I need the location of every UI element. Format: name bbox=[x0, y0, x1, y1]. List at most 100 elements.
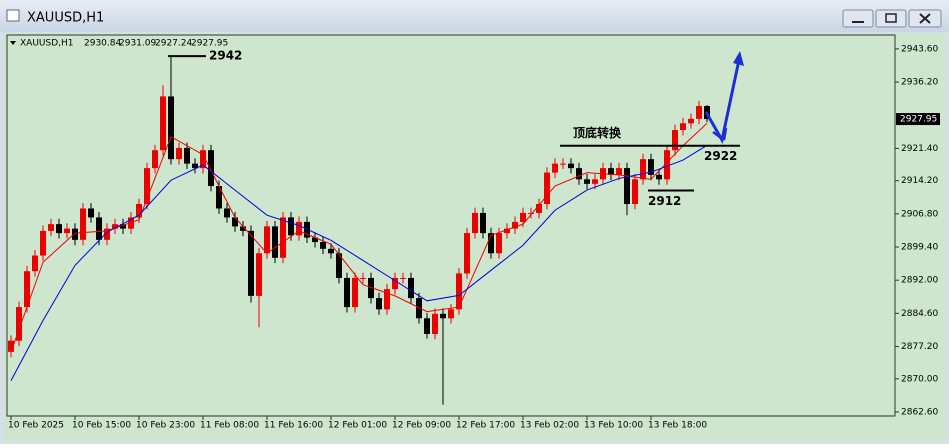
candle-body bbox=[648, 159, 654, 175]
minimize-button[interactable] bbox=[842, 9, 874, 28]
candle-body bbox=[456, 273, 462, 310]
y-tick-label: 2943.60 bbox=[901, 44, 938, 54]
candle-body bbox=[408, 277, 414, 299]
candle-body bbox=[448, 309, 454, 319]
candle-body bbox=[464, 233, 470, 274]
x-tick-label: 10 Feb 15:00 bbox=[72, 421, 131, 431]
candle-body bbox=[496, 233, 502, 254]
x-tick-label: 13 Feb 18:00 bbox=[648, 421, 707, 431]
candle-body bbox=[152, 150, 158, 169]
restore-icon bbox=[885, 13, 897, 23]
candle-body bbox=[8, 340, 14, 352]
y-tick-label: 2921.40 bbox=[901, 144, 938, 154]
candle-body bbox=[552, 163, 558, 173]
candle-body bbox=[424, 318, 430, 334]
candle-body bbox=[136, 203, 142, 218]
header-low: 2927.24 bbox=[155, 39, 192, 49]
candle-body bbox=[128, 217, 134, 229]
restore-button[interactable] bbox=[875, 9, 907, 28]
candle-body bbox=[368, 277, 374, 299]
candle-body bbox=[680, 123, 686, 131]
candle-body bbox=[504, 228, 510, 234]
window-icon bbox=[6, 9, 20, 22]
x-tick-label: 13 Feb 02:00 bbox=[520, 421, 579, 431]
candle-body bbox=[560, 163, 566, 165]
x-tick-label: 13 Feb 10:00 bbox=[584, 421, 643, 431]
candle-body bbox=[312, 237, 318, 243]
candle-body bbox=[160, 96, 166, 151]
candle-body bbox=[184, 147, 190, 164]
candle-body bbox=[472, 212, 478, 234]
candle-body bbox=[672, 130, 678, 151]
candle-body bbox=[400, 277, 406, 279]
candle-body bbox=[112, 224, 118, 229]
candle-body bbox=[536, 203, 542, 213]
header-close: 2927.95 bbox=[191, 39, 228, 49]
y-tick-label: 2906.80 bbox=[901, 209, 938, 219]
candle-body bbox=[440, 313, 446, 319]
price-tag bbox=[896, 113, 940, 126]
candle-body bbox=[88, 208, 94, 218]
candle-body bbox=[432, 313, 438, 334]
annotation: 顶底转换 bbox=[573, 125, 622, 140]
candle-body bbox=[288, 217, 294, 236]
candle-body bbox=[640, 159, 646, 180]
candle-body bbox=[296, 221, 302, 236]
candle-body bbox=[56, 224, 62, 234]
candle-body bbox=[528, 212, 534, 214]
close-icon bbox=[919, 13, 931, 24]
candle-body bbox=[224, 208, 230, 218]
candle-body bbox=[592, 179, 598, 184]
candle-body bbox=[192, 163, 198, 169]
candle-body bbox=[264, 226, 270, 254]
x-tick-label: 12 Feb 01:00 bbox=[328, 421, 387, 431]
forecast-turn bbox=[712, 127, 728, 142]
candle-body bbox=[568, 163, 574, 169]
candle-body bbox=[256, 253, 262, 296]
candle-body bbox=[608, 168, 614, 175]
candle-body bbox=[40, 230, 46, 256]
candle-body bbox=[176, 147, 182, 160]
y-tick-label: 2870.00 bbox=[901, 374, 938, 384]
candle-body bbox=[72, 228, 78, 240]
candle-body bbox=[576, 168, 582, 180]
y-tick-label: 2862.60 bbox=[901, 407, 938, 417]
price-tag-label: 2927.95 bbox=[900, 115, 937, 125]
level-label: 2922 bbox=[704, 149, 737, 163]
level-label: 2912 bbox=[648, 194, 681, 208]
header-open: 2930.84 bbox=[84, 39, 121, 49]
candle-body bbox=[304, 221, 310, 238]
forecast-arrow bbox=[704, 51, 744, 145]
candle-body bbox=[416, 298, 422, 319]
candle-body bbox=[632, 179, 638, 204]
candle-body bbox=[624, 168, 630, 204]
candle-body bbox=[16, 307, 22, 341]
y-tick-label: 2936.20 bbox=[901, 78, 938, 88]
candle-body bbox=[384, 289, 390, 310]
moving-average bbox=[10, 122, 708, 353]
candle-body bbox=[144, 168, 150, 204]
forecast-arrowhead bbox=[733, 51, 744, 66]
header-high: 2931.09 bbox=[119, 39, 156, 49]
candle-body bbox=[512, 221, 518, 229]
candle-body bbox=[352, 277, 358, 308]
y-tick-label: 2877.20 bbox=[901, 342, 938, 352]
candle-body bbox=[544, 172, 550, 204]
candle-body bbox=[208, 150, 214, 187]
candle-body bbox=[392, 277, 398, 290]
candle-body bbox=[64, 228, 70, 234]
x-tick-label: 10 Feb 2025 bbox=[8, 421, 64, 431]
candle-body bbox=[120, 224, 126, 229]
candle-body bbox=[696, 106, 702, 119]
candle-body bbox=[480, 212, 486, 234]
candle-body bbox=[48, 224, 54, 231]
candle-body bbox=[616, 168, 622, 175]
candle-body bbox=[200, 150, 206, 169]
y-tick-label: 2914.20 bbox=[901, 176, 938, 186]
candle-body bbox=[96, 217, 102, 240]
x-tick-label: 12 Feb 09:00 bbox=[392, 421, 451, 431]
y-tick-label: 2899.40 bbox=[901, 243, 938, 253]
title-bar bbox=[0, 0, 949, 32]
y-tick-label: 2892.00 bbox=[901, 276, 938, 286]
moving-average bbox=[10, 144, 708, 381]
